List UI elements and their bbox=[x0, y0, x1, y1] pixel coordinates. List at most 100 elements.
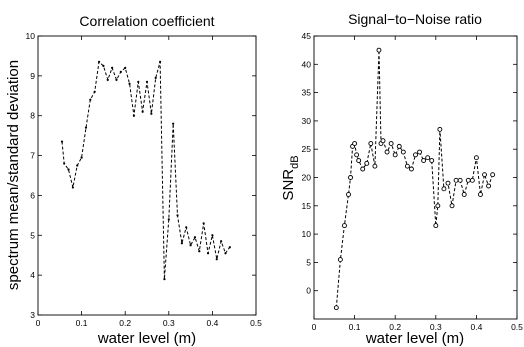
data-point bbox=[167, 218, 170, 221]
data-series bbox=[60, 60, 231, 281]
data-point bbox=[352, 141, 358, 146]
data-point bbox=[408, 166, 414, 172]
data-point bbox=[417, 149, 423, 155]
y-axis-label-main: SNR bbox=[280, 169, 297, 201]
y-tick-label: 0 bbox=[306, 286, 311, 296]
data-point bbox=[71, 186, 74, 189]
data-point bbox=[482, 172, 487, 178]
data-point bbox=[93, 90, 96, 93]
x-tick-label: 0.4 bbox=[206, 318, 218, 328]
data-point bbox=[441, 186, 447, 192]
data-point bbox=[215, 258, 218, 261]
data-point bbox=[346, 192, 351, 197]
data-point bbox=[67, 168, 70, 171]
y-axis-label-subscript: dB bbox=[289, 155, 301, 168]
data-point bbox=[211, 234, 214, 237]
x-tick-label: 0.2 bbox=[119, 318, 131, 328]
data-point bbox=[80, 156, 83, 159]
plot-area-frame bbox=[313, 35, 518, 320]
y-tick-label: 10 bbox=[26, 31, 36, 41]
series-line bbox=[61, 60, 231, 280]
data-point bbox=[433, 223, 439, 229]
data-point bbox=[449, 203, 455, 209]
data-point bbox=[372, 163, 378, 169]
axis-ticks: 0 0.1 0.2 0.3 0.4 0.5 0 5 10 15 20 25 30 35 40 45 bbox=[302, 31, 524, 332]
data-point bbox=[141, 110, 144, 113]
y-axis-label: SNRdB bbox=[280, 155, 301, 200]
signal-to-noise-chart: Signal−to−Noise ratio water level (m) SN… bbox=[280, 11, 523, 347]
data-point bbox=[413, 152, 418, 158]
x-tick-label: 0.5 bbox=[511, 322, 523, 332]
data-point bbox=[202, 222, 205, 225]
data-point bbox=[128, 82, 131, 85]
y-tick-label: 35 bbox=[302, 88, 312, 98]
plot-area-frame bbox=[37, 35, 257, 316]
chart-title: Signal−to−Noise ratio bbox=[348, 11, 482, 27]
data-point bbox=[457, 177, 463, 183]
x-tick-label: 0.4 bbox=[470, 322, 482, 332]
x-axis-label: water level (m) bbox=[365, 330, 464, 347]
data-point bbox=[400, 149, 406, 155]
data-point bbox=[445, 180, 451, 186]
x-tick-label: 0 bbox=[36, 318, 41, 328]
data-point bbox=[473, 155, 479, 161]
y-tick-label: 7 bbox=[30, 151, 35, 161]
y-tick-label: 8 bbox=[30, 111, 35, 121]
svg-text:SNRdB: SNRdB bbox=[280, 155, 301, 200]
data-point bbox=[392, 152, 398, 158]
data-point bbox=[111, 66, 114, 69]
data-point bbox=[158, 60, 162, 64]
y-axis-label: spectrum mean/standard deviation bbox=[5, 60, 22, 290]
data-point bbox=[145, 80, 149, 83]
data-point bbox=[193, 236, 197, 239]
y-tick-label: 4 bbox=[30, 270, 35, 280]
data-point bbox=[354, 152, 360, 158]
data-point bbox=[453, 177, 459, 183]
data-point bbox=[478, 192, 483, 197]
axis-ticks: 0 0.1 0.2 0.3 0.4 0.5 3 4 5 6 7 8 9 10 bbox=[26, 31, 263, 328]
data-point bbox=[342, 223, 347, 229]
y-tick-label: 20 bbox=[302, 173, 312, 183]
data-point bbox=[206, 252, 210, 255]
x-tick-label: 0.3 bbox=[163, 318, 175, 328]
x-tick-label: 0.2 bbox=[389, 322, 401, 332]
x-tick-label: 0.1 bbox=[76, 318, 88, 328]
y-tick-label: 10 bbox=[302, 229, 312, 239]
y-tick-label: 5 bbox=[306, 257, 311, 267]
data-point bbox=[384, 149, 390, 155]
data-point bbox=[198, 250, 201, 253]
data-point bbox=[348, 175, 353, 180]
y-tick-label: 6 bbox=[30, 190, 35, 200]
y-tick-label: 9 bbox=[30, 71, 35, 81]
x-tick-label: 0.3 bbox=[430, 322, 442, 332]
data-point bbox=[435, 203, 441, 209]
data-point bbox=[465, 177, 471, 183]
data-point bbox=[60, 140, 64, 143]
data-point bbox=[185, 226, 188, 229]
y-tick-label: 5 bbox=[30, 230, 35, 240]
data-point bbox=[376, 47, 382, 53]
data-point bbox=[364, 160, 370, 166]
y-tick-label: 25 bbox=[302, 144, 312, 154]
data-point bbox=[119, 70, 122, 73]
y-tick-label: 45 bbox=[302, 31, 312, 41]
data-point bbox=[425, 155, 431, 161]
data-point bbox=[429, 158, 435, 163]
data-point bbox=[106, 78, 109, 81]
data-point bbox=[337, 257, 343, 263]
data-point bbox=[388, 141, 394, 146]
data-point bbox=[421, 158, 427, 163]
data-point bbox=[461, 192, 467, 197]
data-point bbox=[150, 112, 153, 115]
y-tick-label: 40 bbox=[302, 59, 312, 69]
data-point bbox=[396, 143, 402, 149]
data-point bbox=[132, 114, 136, 117]
data-point bbox=[97, 60, 101, 64]
data-point bbox=[172, 122, 175, 125]
data-point bbox=[220, 240, 223, 243]
data-series bbox=[333, 47, 496, 311]
x-axis-label: water level (m) bbox=[97, 330, 196, 347]
data-point bbox=[163, 278, 166, 281]
data-point bbox=[486, 183, 492, 189]
